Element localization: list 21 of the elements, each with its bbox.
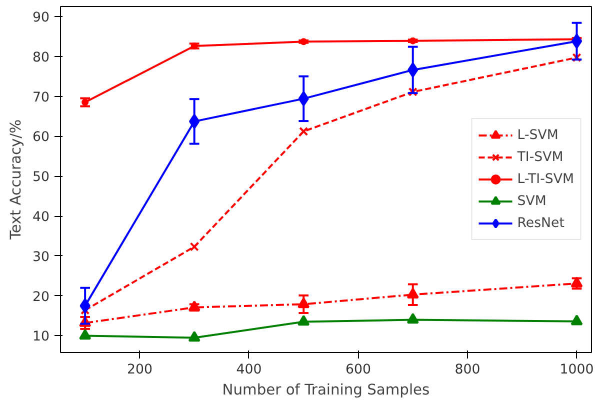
legend-label: ResNet	[517, 216, 564, 230]
x-tick-label: 1000	[560, 362, 594, 378]
y-tick-label: 40	[32, 210, 50, 226]
y-tick-label: 70	[32, 90, 50, 106]
legend-label: SVM	[517, 194, 546, 208]
legend-label: TI-SVM	[517, 150, 564, 164]
y-tick-label: 60	[32, 130, 50, 146]
y-tick-label: 20	[32, 290, 50, 305]
x-axis-title: Number of Training Samples	[222, 382, 430, 398]
x-tick-label: 600	[346, 362, 371, 378]
y-tick-label: 10	[32, 330, 50, 345]
y-tick-label: 90	[32, 10, 50, 26]
legend-label: L-TI-SVM	[517, 172, 574, 186]
x-tick-label: 800	[454, 362, 480, 378]
y-tick-label: 30	[32, 250, 50, 265]
x-tick-label: 200	[126, 362, 152, 378]
y-tick-label: 50	[32, 170, 50, 186]
x-tick-label: 400	[236, 362, 262, 378]
legend-label: L-SVM	[517, 128, 558, 142]
y-axis-title: Text Accuracy/%	[8, 119, 25, 241]
y-tick-label: 80	[32, 50, 50, 66]
